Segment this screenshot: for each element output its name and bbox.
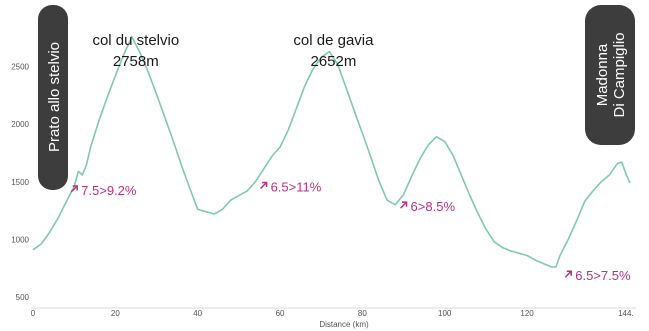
- up-right-arrow-icon: [70, 185, 78, 193]
- up-right-arrow-icon: [564, 270, 572, 278]
- axes: 0 20 40 60 80 100 120 144. Distance (km) 500 1000 1…: [11, 63, 636, 329]
- profile-line-layer: [32, 36, 631, 268]
- x-tick-label: 120: [520, 309, 534, 318]
- x-tick-label: 40: [193, 309, 202, 318]
- start-place-label: Prato allo stelvio: [46, 42, 63, 152]
- peak-elevation-label: 2652m: [311, 53, 357, 70]
- up-right-arrow-icon: [260, 181, 268, 190]
- annotations: col du stelvio 2758m col de gavia 2652m 7.5>…: [38, 5, 635, 283]
- x-tick-label: 144.: [618, 309, 634, 318]
- x-tick-label: 0: [31, 309, 36, 318]
- peak-elevation-label: 2758m: [113, 53, 159, 70]
- y-tick-label: 2000: [11, 120, 29, 129]
- x-tick-label: 80: [358, 309, 367, 318]
- up-right-arrow-icon: [400, 201, 408, 209]
- x-tick-label: 100: [438, 309, 452, 318]
- y-tick-label: 2500: [11, 63, 29, 72]
- grade-label: 6>8.5%: [411, 199, 456, 214]
- elevation-profile-line: [32, 36, 631, 268]
- end-place-label: Madonna Di Campiglio: [594, 32, 628, 117]
- end-place-box: [585, 5, 635, 145]
- y-tick-label: 500: [16, 293, 30, 302]
- grade-label: 6.5>11%: [271, 180, 322, 195]
- y-tick-label: 1000: [11, 235, 29, 244]
- grade-label: 6.5>7.5%: [575, 268, 631, 283]
- end-place-label-line: Di Campiglio: [611, 32, 628, 117]
- x-tick-label: 20: [111, 309, 120, 318]
- peak-name-label: col de gavia: [293, 32, 374, 49]
- grade-label: 7.5>9.2%: [81, 183, 137, 198]
- start-place-box: [38, 5, 68, 190]
- y-tick-label: 1500: [11, 178, 29, 187]
- end-place-label-line: Madonna: [594, 43, 611, 106]
- peak-name-label: col du stelvio: [92, 32, 179, 49]
- x-tick-label: 60: [276, 309, 285, 318]
- x-axis-title: Distance (km): [319, 320, 369, 329]
